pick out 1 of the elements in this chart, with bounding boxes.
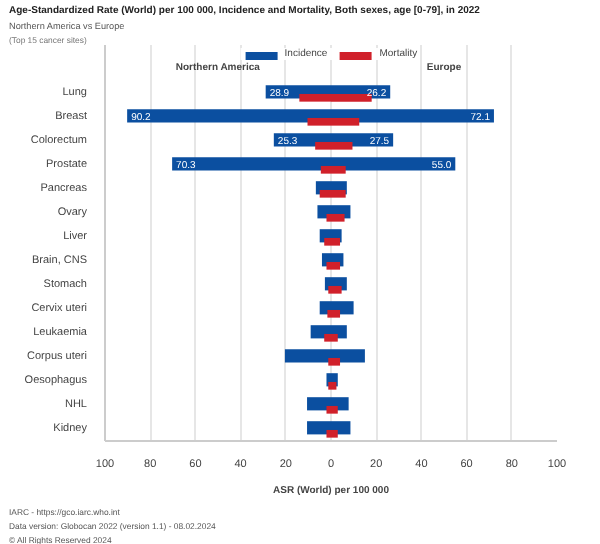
bar <box>331 357 341 366</box>
